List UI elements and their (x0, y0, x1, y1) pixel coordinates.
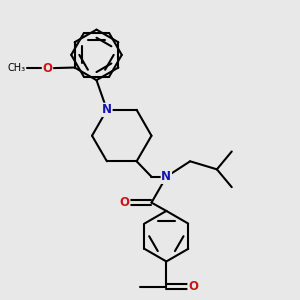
Text: N: N (161, 170, 171, 183)
Text: N: N (102, 103, 112, 116)
Text: CH₃: CH₃ (7, 63, 25, 73)
Text: O: O (43, 62, 52, 75)
Text: O: O (120, 196, 130, 209)
Text: O: O (188, 280, 198, 293)
